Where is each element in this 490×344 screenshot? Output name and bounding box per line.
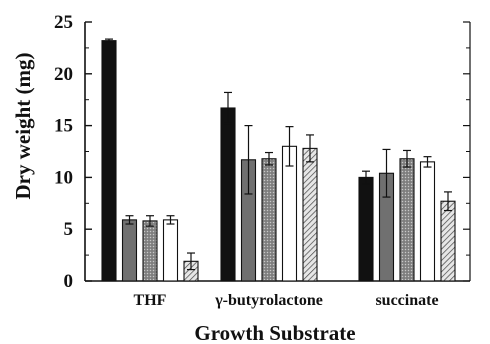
bar <box>142 220 158 282</box>
bars <box>101 40 456 282</box>
bar <box>162 219 179 282</box>
y-axis-ticks: 0 5 10 15 20 25 <box>54 12 470 292</box>
x-axis-title: Growth Substrate <box>194 321 355 344</box>
x-axis-categories: THF γ-butyrolactone succinate <box>134 292 439 309</box>
bar <box>220 107 236 282</box>
y-tick-label: 10 <box>54 167 73 188</box>
y-tick-label: 25 <box>54 12 73 33</box>
x-category-label: γ-butyrolactone <box>214 292 323 309</box>
error-bars <box>105 38 452 271</box>
bar <box>419 161 436 282</box>
bar <box>121 219 138 282</box>
y-axis-title: Dry weight (mg) <box>11 53 35 200</box>
bar <box>302 147 318 282</box>
x-category-label: THF <box>134 292 167 309</box>
y-tick-label: 0 <box>64 271 74 292</box>
x-category-label: succinate <box>375 292 438 309</box>
y-tick-label: 20 <box>54 64 73 85</box>
bar <box>399 158 415 282</box>
bar <box>358 176 374 282</box>
y-tick-label: 5 <box>64 219 74 240</box>
bar <box>440 200 456 282</box>
bar <box>261 158 277 282</box>
bar <box>101 40 117 282</box>
y-tick-label: 15 <box>54 116 73 137</box>
